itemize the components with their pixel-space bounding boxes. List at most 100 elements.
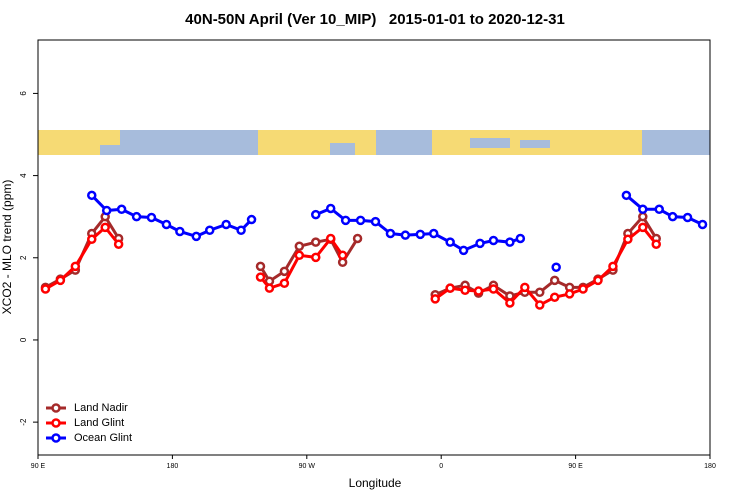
point bbox=[697, 219, 708, 230]
x-tick-label: 90 W bbox=[299, 463, 316, 470]
point bbox=[70, 261, 81, 272]
point bbox=[638, 211, 648, 222]
point bbox=[264, 283, 275, 293]
x-tick-label: 180 bbox=[167, 463, 179, 470]
x-axis-label: Longitude bbox=[349, 476, 402, 490]
point bbox=[279, 278, 290, 288]
point bbox=[651, 239, 661, 249]
point bbox=[221, 219, 231, 230]
point bbox=[667, 211, 678, 222]
point bbox=[87, 190, 97, 201]
point bbox=[520, 282, 530, 293]
point bbox=[55, 275, 66, 286]
legend-label: Land Glint bbox=[74, 417, 124, 429]
point bbox=[638, 222, 648, 233]
point bbox=[116, 204, 127, 215]
point bbox=[311, 252, 321, 263]
point bbox=[370, 216, 381, 227]
point bbox=[682, 212, 693, 223]
y-tick-label: 4 bbox=[19, 173, 28, 178]
legend-marker bbox=[51, 403, 61, 413]
point bbox=[255, 272, 266, 282]
y-axis-label: XCO2 - MLO trend (ppm) bbox=[0, 180, 14, 315]
point bbox=[294, 241, 305, 252]
legend-label: Ocean Glint bbox=[74, 432, 132, 444]
point bbox=[551, 262, 561, 272]
point bbox=[87, 234, 97, 245]
point bbox=[445, 237, 455, 247]
point bbox=[100, 222, 110, 233]
point bbox=[355, 215, 366, 226]
point bbox=[430, 294, 440, 304]
legend: Land Nadir Land Glint Ocean Glint bbox=[46, 402, 132, 444]
point bbox=[415, 229, 426, 240]
ocean bbox=[330, 143, 355, 155]
point bbox=[564, 289, 575, 299]
chart-title: 40N-50N April (Ver 10_MIP) 2015-01-01 to… bbox=[185, 11, 565, 28]
point bbox=[352, 233, 363, 244]
point bbox=[131, 211, 142, 222]
point bbox=[236, 225, 246, 235]
point bbox=[638, 204, 648, 215]
y-tick-label: 0 bbox=[19, 337, 28, 342]
point bbox=[654, 204, 664, 215]
point bbox=[475, 238, 485, 249]
point bbox=[311, 237, 321, 247]
point bbox=[505, 237, 515, 247]
point bbox=[488, 284, 499, 294]
x-tick-label: 90 E bbox=[31, 463, 46, 470]
ocean bbox=[100, 145, 120, 155]
point bbox=[549, 292, 560, 302]
point bbox=[400, 230, 411, 240]
point bbox=[191, 231, 202, 242]
ocean bbox=[470, 138, 510, 148]
point bbox=[175, 226, 185, 237]
point bbox=[608, 261, 618, 272]
point bbox=[578, 284, 588, 294]
y-tick-label: 2 bbox=[19, 255, 28, 260]
point bbox=[255, 261, 266, 272]
point bbox=[535, 300, 545, 310]
legend-label: Land Nadir bbox=[74, 402, 128, 414]
map-strip bbox=[38, 130, 710, 155]
point bbox=[473, 286, 484, 296]
point bbox=[161, 219, 172, 230]
legend-marker bbox=[51, 418, 61, 428]
point bbox=[593, 275, 603, 286]
point bbox=[113, 239, 124, 249]
point bbox=[505, 298, 515, 308]
point bbox=[294, 250, 305, 261]
point bbox=[40, 284, 51, 294]
plot-frame bbox=[37, 39, 711, 456]
series bbox=[87, 190, 708, 272]
point bbox=[340, 215, 351, 226]
point bbox=[515, 233, 526, 244]
point bbox=[337, 250, 348, 261]
point bbox=[458, 245, 469, 256]
ocean bbox=[520, 140, 550, 148]
land bbox=[258, 130, 376, 155]
point bbox=[279, 266, 290, 277]
point bbox=[325, 233, 336, 244]
legend-marker bbox=[51, 433, 61, 443]
x-tick-label: 90 E bbox=[568, 463, 583, 470]
x-tick-label: 180 bbox=[704, 463, 716, 470]
y-tick-label: -2 bbox=[19, 418, 28, 426]
point bbox=[621, 190, 632, 201]
point bbox=[445, 283, 455, 293]
point bbox=[204, 225, 215, 235]
point bbox=[246, 214, 257, 225]
point bbox=[101, 205, 112, 216]
point bbox=[549, 275, 560, 286]
point bbox=[488, 235, 499, 246]
series bbox=[40, 222, 661, 310]
point bbox=[428, 228, 439, 239]
point bbox=[460, 285, 470, 295]
point bbox=[325, 203, 336, 214]
point bbox=[311, 209, 321, 220]
point bbox=[146, 212, 157, 223]
y-tick-label: 6 bbox=[19, 91, 28, 96]
point bbox=[623, 234, 633, 245]
